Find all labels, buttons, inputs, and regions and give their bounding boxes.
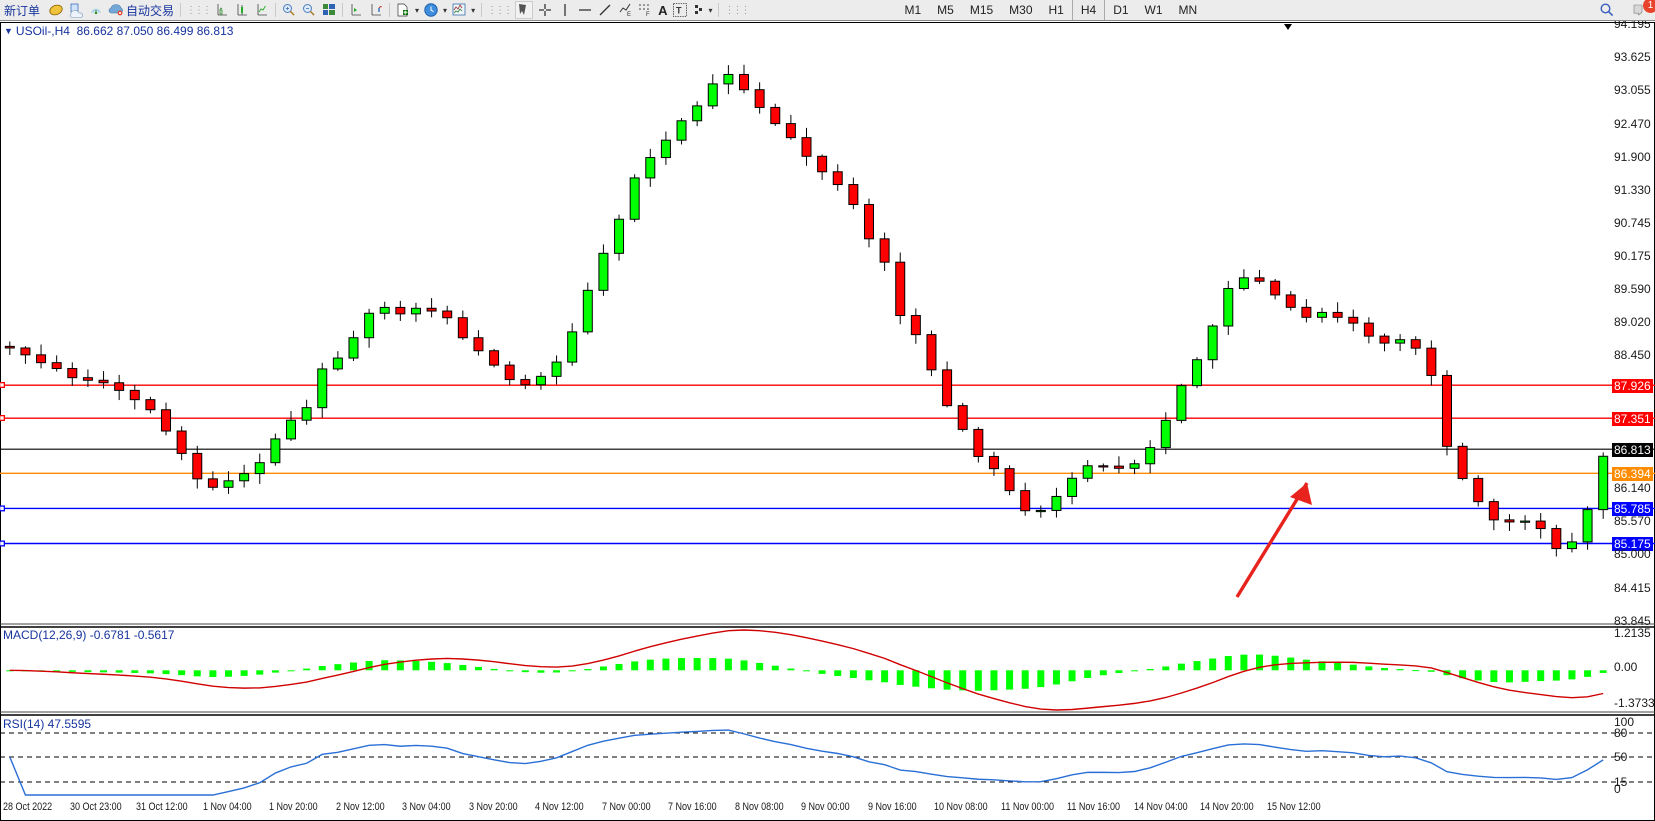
svg-text:F: F xyxy=(646,12,650,18)
svg-text:T: T xyxy=(676,6,682,16)
svg-text:E: E xyxy=(627,12,631,18)
